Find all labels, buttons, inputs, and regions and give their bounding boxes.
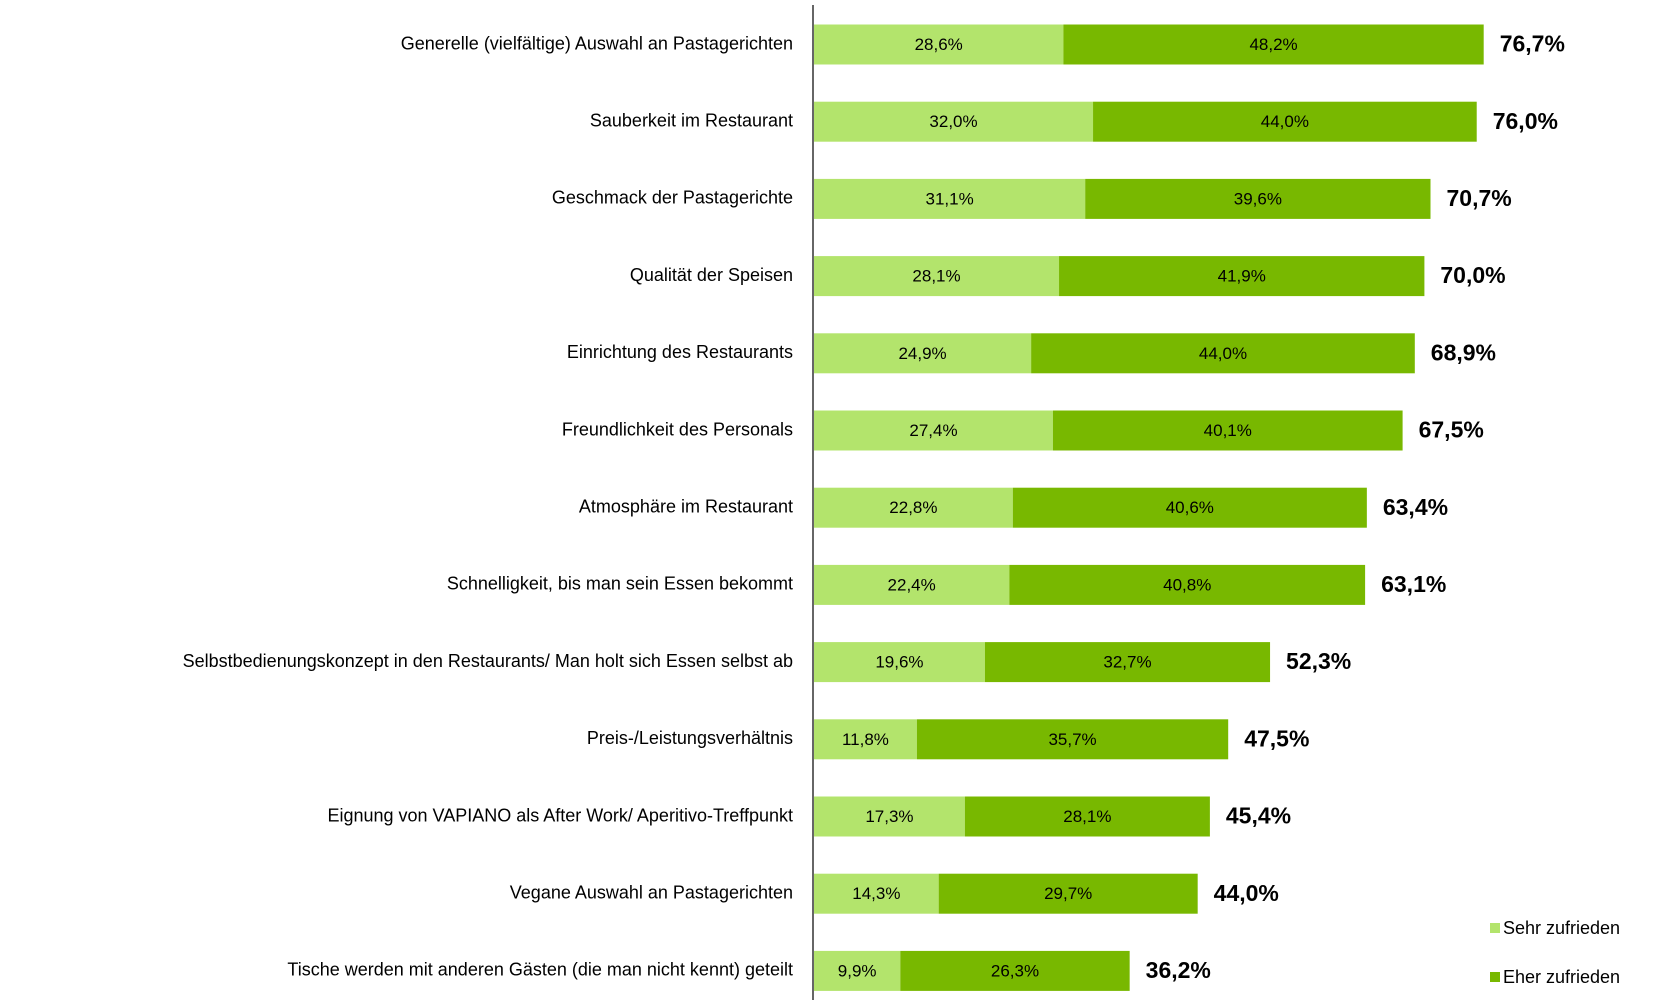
bar-segment (984, 642, 1271, 683)
value-label: 28,6% (915, 35, 963, 54)
bar-segment (814, 24, 1064, 65)
bar-segment (814, 950, 901, 991)
category-label: Schnelligkeit, bis man sein Essen bekomm… (447, 574, 793, 594)
bar-segment (938, 873, 1198, 914)
value-label: 11,8% (842, 730, 889, 749)
legend-swatch (1490, 972, 1500, 982)
category-label: Sauberkeit im Restaurant (590, 110, 793, 130)
value-label: 28,1% (912, 267, 960, 286)
total-label: 67,5% (1419, 417, 1484, 443)
bar-segment (814, 642, 985, 683)
bar-segment (814, 333, 1032, 374)
value-label: 26,3% (991, 961, 1039, 980)
bar-segment (1093, 101, 1477, 142)
value-label: 19,6% (875, 653, 923, 672)
total-label: 47,5% (1244, 725, 1309, 751)
value-label: 44,0% (1199, 344, 1247, 363)
total-label: 36,2% (1146, 957, 1211, 983)
total-label: 70,0% (1440, 262, 1505, 288)
category-label: Eignung von VAPIANO als After Work/ Aper… (327, 805, 793, 825)
value-label: 35,7% (1048, 730, 1096, 749)
value-label: 29,7% (1044, 884, 1092, 903)
value-label: 14,3% (852, 884, 900, 903)
bar-segment (964, 796, 1210, 837)
bar-segment (814, 178, 1086, 219)
value-label: 27,4% (909, 421, 957, 440)
total-label: 44,0% (1214, 880, 1279, 906)
bar-segment (1059, 256, 1425, 297)
category-label: Selbstbedienungskonzept in den Restauran… (183, 651, 793, 671)
bar-segment (916, 719, 1229, 760)
value-label: 48,2% (1249, 35, 1297, 54)
category-label: Vegane Auswahl an Pastagerichten (510, 882, 793, 902)
legend-label: Eher zufrieden (1503, 967, 1620, 987)
value-label: 32,7% (1103, 653, 1151, 672)
category-label: Atmosphäre im Restaurant (579, 496, 793, 516)
legend-swatch (1490, 923, 1500, 933)
bar-segment (1052, 410, 1403, 451)
total-label: 52,3% (1286, 648, 1351, 674)
bar-segment (814, 719, 917, 760)
bar-segment (814, 101, 1094, 142)
bar-segment (814, 873, 939, 914)
bar-segment (1031, 333, 1415, 374)
value-label: 22,4% (888, 575, 936, 594)
value-label: 41,9% (1218, 267, 1266, 286)
value-label: 31,1% (925, 189, 973, 208)
total-label: 68,9% (1431, 339, 1496, 365)
total-label: 76,7% (1500, 31, 1565, 57)
category-label: Qualität der Speisen (630, 265, 793, 285)
value-label: 9,9% (838, 961, 877, 980)
category-label: Freundlichkeit des Personals (562, 419, 793, 439)
bar-segment (814, 564, 1010, 605)
value-label: 44,0% (1261, 112, 1309, 131)
bar-segment (814, 256, 1060, 297)
category-label: Geschmack der Pastagerichte (552, 188, 793, 208)
value-label: 40,6% (1166, 498, 1214, 517)
value-label: 39,6% (1234, 189, 1282, 208)
value-label: 17,3% (865, 807, 913, 826)
bar-segment (1012, 487, 1367, 528)
total-label: 45,4% (1226, 803, 1291, 829)
value-label: 24,9% (898, 344, 946, 363)
value-label: 32,0% (929, 112, 977, 131)
bar-segment (900, 950, 1130, 991)
total-label: 63,4% (1383, 494, 1448, 520)
value-label: 40,1% (1204, 421, 1252, 440)
category-label: Preis-/Leistungsverhältnis (587, 728, 793, 748)
category-label: Einrichtung des Restaurants (567, 342, 793, 362)
total-label: 70,7% (1447, 185, 1512, 211)
bar-segment (814, 487, 1013, 528)
total-label: 63,1% (1381, 571, 1446, 597)
bar-segment (814, 410, 1053, 451)
legend-label: Sehr zufrieden (1503, 918, 1620, 938)
value-label: 28,1% (1063, 807, 1111, 826)
value-label: 40,8% (1163, 575, 1211, 594)
bar-segment (1085, 178, 1431, 219)
bar-segment (814, 796, 965, 837)
category-label: Tische werden mit anderen Gästen (die ma… (287, 960, 793, 980)
bar-segment (1063, 24, 1484, 65)
total-label: 76,0% (1493, 108, 1558, 134)
bar-segment (1009, 564, 1366, 605)
value-label: 22,8% (889, 498, 937, 517)
category-label: Generelle (vielfältige) Auswahl an Pasta… (401, 33, 793, 53)
